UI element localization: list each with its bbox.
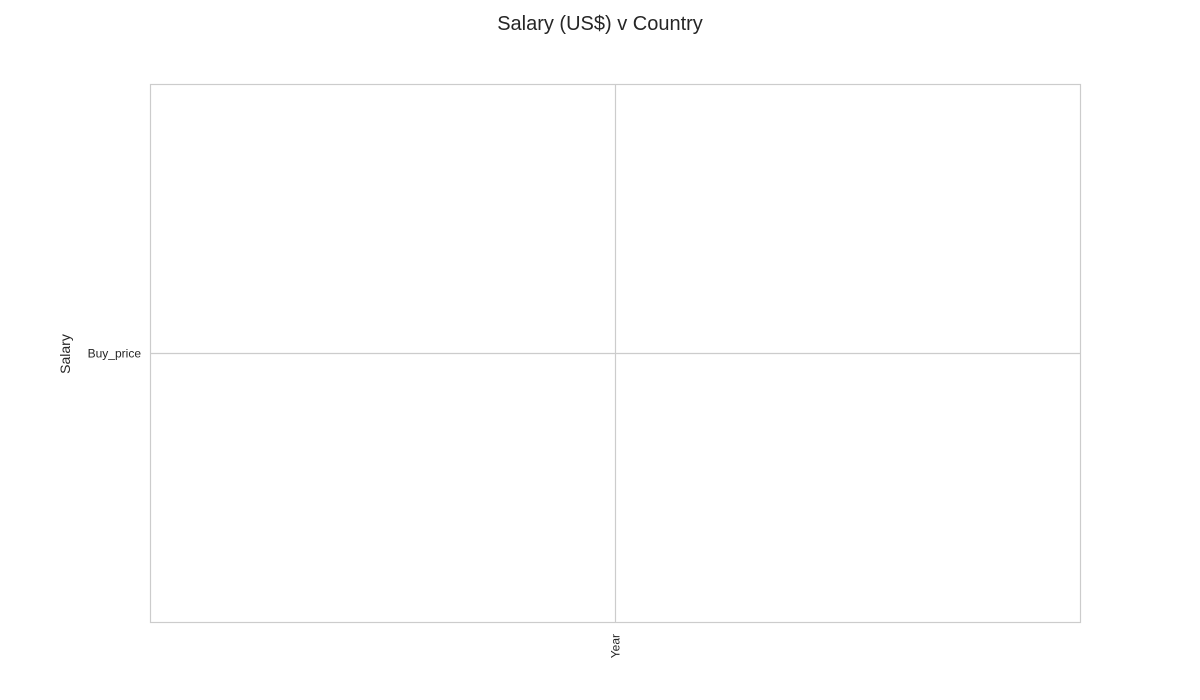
x-tick-label: Year (609, 634, 623, 658)
y-tick-label: Buy_price (88, 347, 142, 361)
y-axis-label: Salary (57, 334, 73, 374)
plot-frame (149, 83, 1082, 624)
grid-lines (150, 84, 1080, 622)
tick-labels: Year Buy_price (88, 347, 623, 659)
chart-title: Salary (US$) v Country (497, 13, 703, 35)
